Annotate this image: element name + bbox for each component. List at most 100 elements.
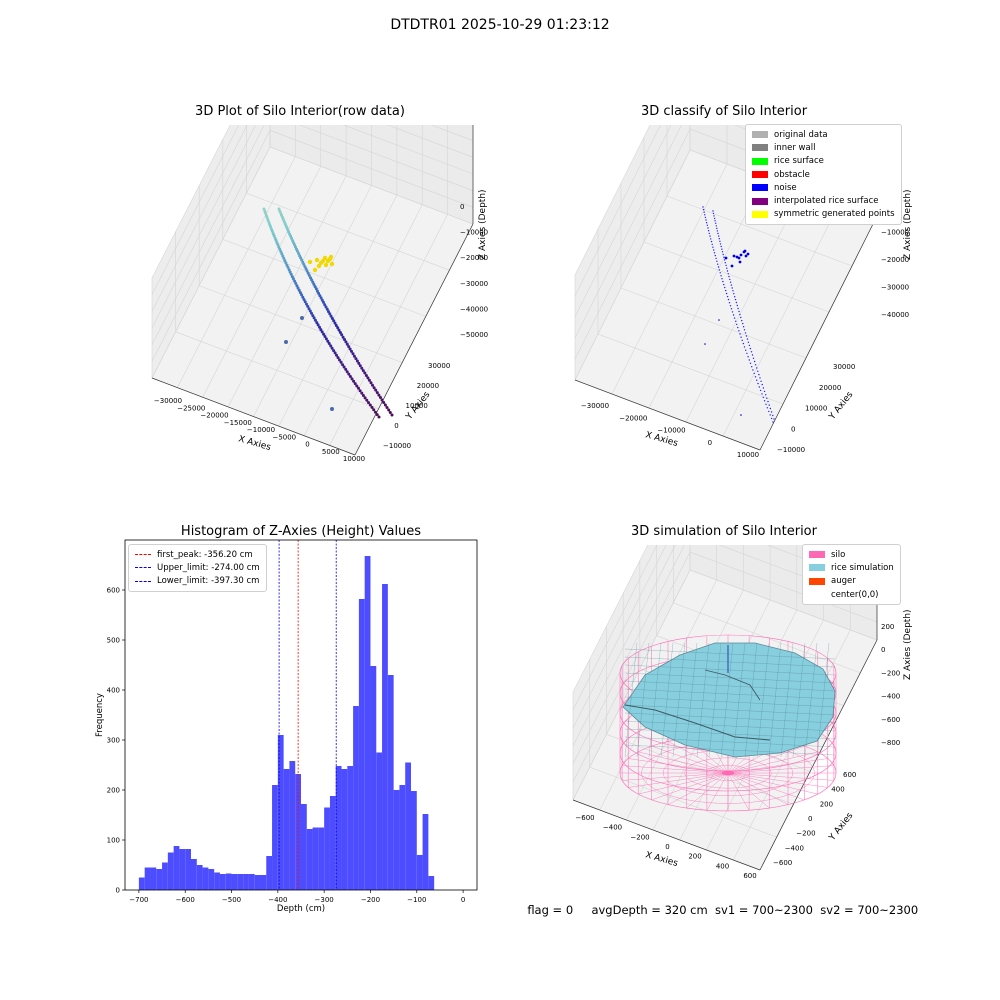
noise-point <box>734 298 737 301</box>
noise-point <box>717 266 720 268</box>
histogram-bar <box>144 867 151 890</box>
noise-point <box>744 332 747 334</box>
noise-point <box>725 292 728 295</box>
panel2-zlabel: Z Axies (Depth) <box>903 189 913 260</box>
data-point <box>355 359 359 363</box>
tick-label: −30000 <box>154 397 182 405</box>
data-point <box>284 340 288 344</box>
tick-label: 0 <box>665 843 669 851</box>
noise-point <box>766 397 768 399</box>
histogram-bar <box>254 875 261 890</box>
histogram-bar <box>185 849 191 890</box>
grid-line <box>329 214 448 446</box>
tick-label: −10000 <box>777 446 805 454</box>
data-point <box>342 365 346 369</box>
tick-label: −10000 <box>460 229 488 237</box>
histogram-bar <box>324 807 330 890</box>
noise-point <box>767 400 769 403</box>
data-point <box>358 364 362 368</box>
silo-spoke <box>727 772 834 781</box>
legend-label: original data <box>774 129 828 140</box>
data-point <box>365 398 369 402</box>
data-point <box>340 333 344 337</box>
noise-point <box>740 336 742 338</box>
surface-mesh-line <box>804 642 818 758</box>
panel2-x-ticks: −30000 −20000 −10000 0 10000 <box>581 402 759 459</box>
noise-point <box>723 256 725 258</box>
noise-point <box>714 254 716 257</box>
data-point <box>320 298 324 302</box>
histogram-bar <box>277 735 284 890</box>
x-axis-line <box>574 379 761 451</box>
x-axis-line <box>572 799 761 871</box>
histogram-bar <box>260 875 267 890</box>
noise-point <box>716 227 718 230</box>
tick-label: 10000 <box>406 402 428 410</box>
noise-point <box>733 293 735 295</box>
data-point <box>316 323 320 327</box>
noise-point <box>763 400 766 402</box>
histogram-bar <box>411 791 417 890</box>
legend-label: noise <box>774 182 797 193</box>
x-tick-label: −600 <box>176 896 195 904</box>
tick-label: 0 <box>305 441 309 449</box>
histogram-bar <box>301 804 307 890</box>
tick-label: 600 <box>743 872 756 880</box>
tick-label: −800 <box>881 739 900 747</box>
data-point <box>330 407 334 411</box>
surface-mesh-line <box>732 642 746 758</box>
tick-label: −15000 <box>224 419 252 427</box>
noise-point <box>727 273 729 275</box>
tick-label: 600 <box>843 771 856 779</box>
legend-swatch <box>752 184 768 192</box>
noise-point <box>724 262 726 264</box>
silo-spoke <box>727 772 828 788</box>
data-point <box>310 311 313 315</box>
legend-item: center(0,0) <box>809 588 894 601</box>
legend-swatch <box>752 210 768 218</box>
noise-point <box>740 414 742 416</box>
data-point <box>329 261 335 267</box>
data-point <box>329 314 333 318</box>
legend-swatch <box>809 551 825 559</box>
noise-point <box>720 245 722 248</box>
data-point <box>317 291 321 295</box>
panel4-zlabel: Z Axies (Depth) <box>903 609 913 680</box>
histogram-bar <box>156 869 163 890</box>
tick-label: −200 <box>796 830 815 838</box>
panel1-points <box>262 207 394 419</box>
noise-point <box>770 417 773 420</box>
data-point <box>315 289 319 293</box>
noise-point <box>735 320 737 322</box>
data-point <box>310 278 314 282</box>
legend-label: symmetric generated points <box>774 209 895 220</box>
silo-spoke <box>727 772 805 801</box>
tick-label: −30000 <box>581 402 609 410</box>
noise-point <box>715 222 717 224</box>
data-point <box>341 363 345 367</box>
surface-mesh-line <box>624 720 836 732</box>
y-axis-line <box>759 639 878 871</box>
tick-label: −400 <box>785 844 804 852</box>
histogram-bar <box>179 849 186 890</box>
tick-label: 200 <box>881 623 894 631</box>
tick-label: 20000 <box>819 384 841 392</box>
grid-line <box>572 569 878 801</box>
data-point <box>296 286 300 290</box>
noise-point <box>763 390 766 393</box>
data-point <box>372 386 376 390</box>
noise-point <box>749 362 752 364</box>
data-point <box>308 309 312 313</box>
silo-spoke <box>651 745 729 774</box>
tick-label: 0 <box>394 422 398 430</box>
data-point <box>283 259 287 263</box>
noise-point <box>716 260 718 262</box>
data-point <box>314 287 318 291</box>
data-point <box>379 396 382 399</box>
grid-line <box>151 125 231 279</box>
noise-point <box>733 317 736 319</box>
legend-item: silo <box>809 548 894 561</box>
noise-point <box>759 377 761 379</box>
panel4-3d-surface: −600 −400 −200 0 200 400 600 −600 −400 −200 0 200 4… <box>572 545 913 880</box>
data-point <box>344 340 348 344</box>
